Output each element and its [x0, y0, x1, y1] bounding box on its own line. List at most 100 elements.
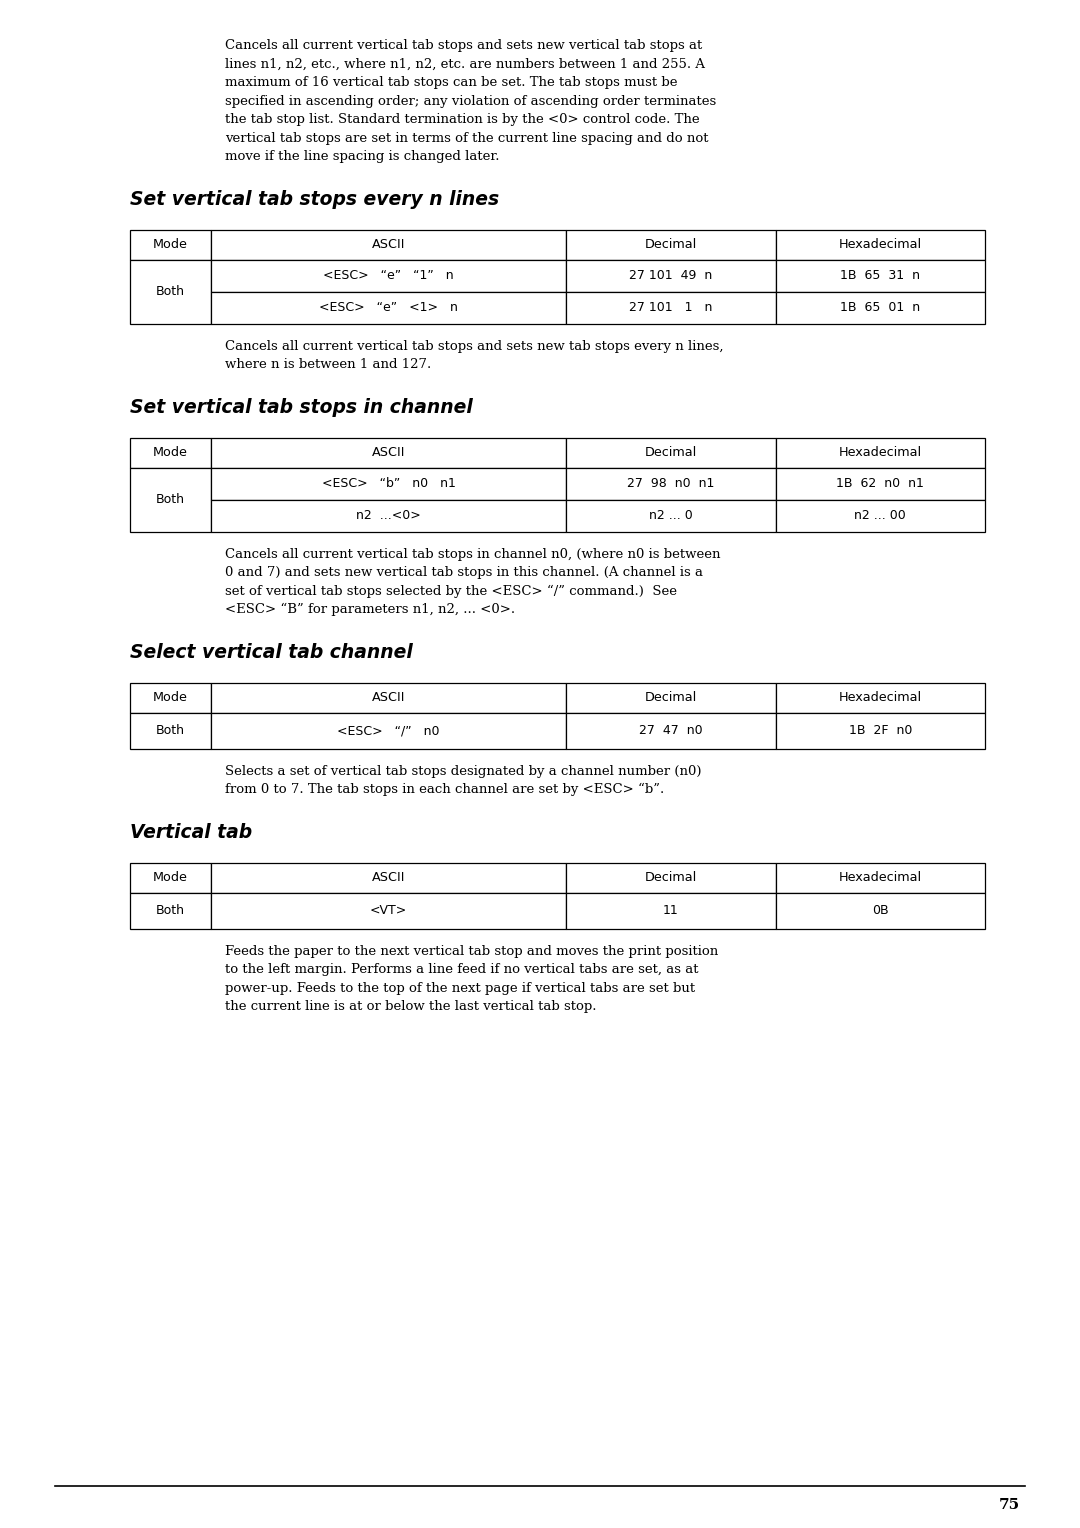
Text: ASCII: ASCII — [372, 691, 405, 704]
Text: 1B  62  n0  n1: 1B 62 n0 n1 — [836, 477, 924, 490]
Text: ASCII: ASCII — [372, 871, 405, 885]
Bar — [566, 683, 775, 712]
Text: the tab stop list. Standard termination is by the <0> control code. The: the tab stop list. Standard termination … — [225, 113, 700, 125]
Text: move if the line spacing is changed later.: move if the line spacing is changed late… — [225, 150, 499, 163]
Bar — [566, 892, 775, 929]
Text: 0 and 7) and sets new vertical tab stops in this channel. (A channel is a: 0 and 7) and sets new vertical tab stops… — [225, 565, 703, 579]
Text: Selects a set of vertical tab stops designated by a channel number (n0): Selects a set of vertical tab stops desi… — [225, 764, 702, 778]
Text: vertical tab stops are set in terms of the current line spacing and do not: vertical tab stops are set in terms of t… — [225, 131, 708, 145]
Bar — [212, 500, 566, 532]
Bar — [130, 892, 212, 929]
Bar — [212, 712, 566, 749]
Text: specified in ascending order; any violation of ascending order terminates: specified in ascending order; any violat… — [225, 95, 716, 107]
Bar — [566, 229, 775, 260]
Bar — [775, 712, 985, 749]
Bar — [130, 229, 212, 260]
Text: Both: Both — [157, 905, 185, 917]
Text: Both: Both — [157, 494, 185, 506]
Text: <VT>: <VT> — [370, 905, 407, 917]
Text: Decimal: Decimal — [645, 871, 697, 885]
Bar — [566, 500, 775, 532]
Bar — [566, 260, 775, 292]
Text: Mode: Mode — [153, 446, 188, 458]
Text: Both: Both — [157, 724, 185, 736]
Bar — [775, 468, 985, 500]
Bar — [212, 229, 566, 260]
Text: 27 101   1   n: 27 101 1 n — [629, 301, 713, 313]
Text: the current line is at or below the last vertical tab stop.: the current line is at or below the last… — [225, 999, 596, 1013]
Bar — [212, 292, 566, 324]
Text: n2 ... 00: n2 ... 00 — [854, 509, 906, 523]
Text: power-up. Feeds to the top of the next page if vertical tabs are set but: power-up. Feeds to the top of the next p… — [225, 981, 696, 995]
Text: 1B  2F  n0: 1B 2F n0 — [849, 724, 912, 736]
Text: Hexadecimal: Hexadecimal — [839, 871, 922, 885]
Text: Mode: Mode — [153, 871, 188, 885]
Text: Mode: Mode — [153, 691, 188, 704]
Text: Feeds the paper to the next vertical tab stop and moves the print position: Feeds the paper to the next vertical tab… — [225, 944, 718, 958]
Bar — [212, 260, 566, 292]
Bar — [775, 260, 985, 292]
Text: Vertical tab: Vertical tab — [130, 822, 252, 842]
Text: <ESC> “B” for parameters n1, n2, ... <0>.: <ESC> “B” for parameters n1, n2, ... <0>… — [225, 604, 515, 616]
Text: Hexadecimal: Hexadecimal — [839, 691, 922, 704]
Text: Hexadecimal: Hexadecimal — [839, 238, 922, 251]
Bar — [775, 892, 985, 929]
Bar — [130, 468, 212, 532]
Bar — [212, 683, 566, 712]
Text: <ESC>   “e”   <1>   n: <ESC> “e” <1> n — [320, 301, 458, 313]
Text: 1B  65  31  n: 1B 65 31 n — [840, 269, 920, 283]
Text: ASCII: ASCII — [372, 446, 405, 458]
Bar — [130, 437, 212, 468]
Bar — [130, 862, 212, 892]
Text: 27 101  49  n: 27 101 49 n — [630, 269, 713, 283]
Text: Cancels all current vertical tab stops and sets new vertical tab stops at: Cancels all current vertical tab stops a… — [225, 40, 702, 52]
Text: from 0 to 7. The tab stops in each channel are set by <ESC> “b”.: from 0 to 7. The tab stops in each chann… — [225, 782, 664, 796]
Text: 1B  65  01  n: 1B 65 01 n — [840, 301, 920, 313]
Text: Cancels all current vertical tab stops and sets new tab stops every n lines,: Cancels all current vertical tab stops a… — [225, 339, 724, 353]
Bar — [775, 437, 985, 468]
Text: maximum of 16 vertical tab stops can be set. The tab stops must be: maximum of 16 vertical tab stops can be … — [225, 76, 677, 89]
Bar — [212, 468, 566, 500]
Text: to the left margin. Performs a line feed if no vertical tabs are set, as at: to the left margin. Performs a line feed… — [225, 963, 699, 976]
Text: 75: 75 — [999, 1497, 1020, 1513]
Bar — [566, 468, 775, 500]
Bar — [130, 683, 212, 712]
Bar — [775, 683, 985, 712]
Bar — [130, 260, 212, 324]
Bar — [775, 862, 985, 892]
Bar — [566, 712, 775, 749]
Bar — [566, 292, 775, 324]
Text: Hexadecimal: Hexadecimal — [839, 446, 922, 458]
Bar — [775, 229, 985, 260]
Text: 27  98  n0  n1: 27 98 n0 n1 — [627, 477, 715, 490]
Text: ASCII: ASCII — [372, 238, 405, 251]
Bar — [130, 712, 212, 749]
Bar — [775, 500, 985, 532]
Text: Set vertical tab stops every n lines: Set vertical tab stops every n lines — [130, 189, 499, 208]
Text: Both: Both — [157, 286, 185, 298]
Text: 11: 11 — [663, 905, 678, 917]
Bar — [775, 292, 985, 324]
Text: <ESC>   “e”   “1”   n: <ESC> “e” “1” n — [323, 269, 454, 283]
Text: 0B: 0B — [872, 905, 889, 917]
Text: n2  ...<0>: n2 ...<0> — [356, 509, 421, 523]
Text: Decimal: Decimal — [645, 238, 697, 251]
Text: n2 ... 0: n2 ... 0 — [649, 509, 692, 523]
Bar — [566, 437, 775, 468]
Text: where n is between 1 and 127.: where n is between 1 and 127. — [225, 358, 431, 371]
Bar — [212, 862, 566, 892]
Text: Decimal: Decimal — [645, 691, 697, 704]
Text: Decimal: Decimal — [645, 446, 697, 458]
Bar — [212, 437, 566, 468]
Text: Mode: Mode — [153, 238, 188, 251]
Text: <ESC>   “/”   n0: <ESC> “/” n0 — [337, 724, 440, 736]
Text: Select vertical tab channel: Select vertical tab channel — [130, 642, 413, 662]
Bar — [566, 862, 775, 892]
Text: Cancels all current vertical tab stops in channel n0, (where n0 is between: Cancels all current vertical tab stops i… — [225, 547, 720, 561]
Text: <ESC>   “b”   n0   n1: <ESC> “b” n0 n1 — [322, 477, 456, 490]
Bar — [212, 892, 566, 929]
Text: 27  47  n0: 27 47 n0 — [639, 724, 703, 736]
Text: Set vertical tab stops in channel: Set vertical tab stops in channel — [130, 397, 473, 417]
Text: set of vertical tab stops selected by the <ESC> “/” command.)  See: set of vertical tab stops selected by th… — [225, 585, 677, 597]
Text: lines n1, n2, etc., where n1, n2, etc. are numbers between 1 and 255. A: lines n1, n2, etc., where n1, n2, etc. a… — [225, 58, 705, 70]
